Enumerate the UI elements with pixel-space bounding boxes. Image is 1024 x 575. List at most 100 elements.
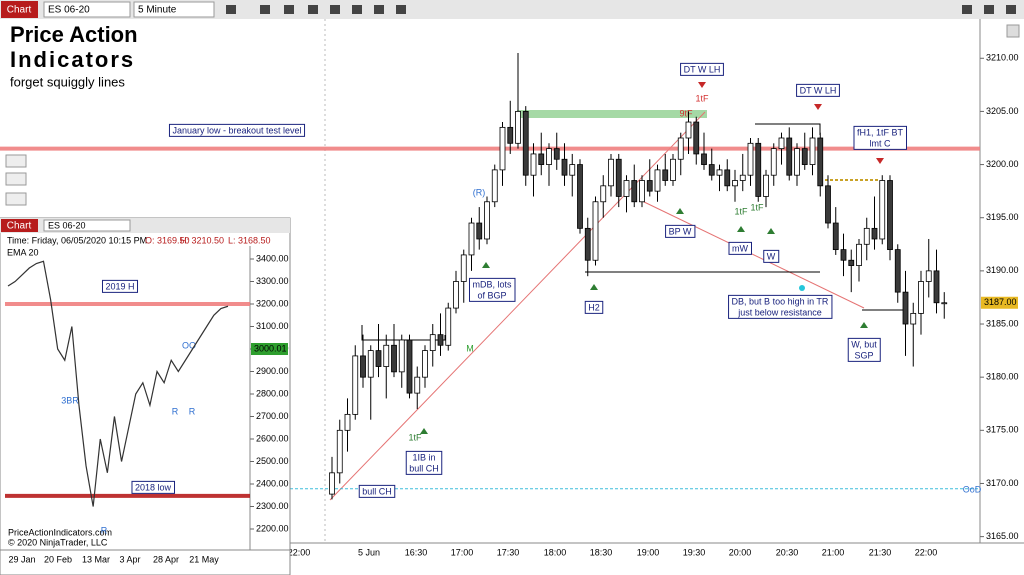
f-button[interactable]: [1006, 24, 1020, 38]
x-tick-label: 20 Feb: [44, 554, 72, 564]
tool-button[interactable]: [5, 192, 27, 206]
icon[interactable]: [352, 5, 362, 14]
last-price-label: 3000.01: [254, 343, 287, 353]
x-tick-label: 22:00: [288, 547, 311, 557]
y-tick-label: 3195.00: [986, 212, 1019, 222]
icon[interactable]: [284, 5, 294, 14]
inset-info-low: L: 3168.50: [228, 235, 271, 245]
icon[interactable]: [308, 5, 318, 14]
icon[interactable]: [984, 5, 994, 14]
annotation-text: mW: [732, 243, 748, 253]
candle-body: [825, 185, 831, 224]
icon[interactable]: [260, 5, 270, 14]
candle-body: [654, 169, 661, 192]
annotation-box: [131, 480, 176, 494]
candle-body: [577, 164, 583, 229]
down-arrow: [698, 82, 706, 88]
chart-button-label[interactable]: Chart: [7, 5, 32, 16]
inset-instrument-label[interactable]: ES 06-20: [48, 220, 86, 230]
tool-button[interactable]: [5, 154, 27, 168]
x-tick-label: 22:00: [915, 547, 938, 557]
candle-body: [336, 429, 343, 474]
annotation-text: W, but: [851, 339, 877, 349]
candle-body: [747, 142, 754, 176]
y-tick-label: 2200.00: [256, 523, 289, 533]
annotation-text: OoD: [963, 484, 982, 494]
candle-body: [507, 126, 514, 144]
candle-body: [398, 339, 405, 373]
icon[interactable]: [396, 5, 406, 14]
candle-body: [646, 180, 653, 192]
annotation-text: lmt C: [870, 138, 891, 148]
x-tick-label: 3 Apr: [119, 554, 140, 564]
inset-chart-button-label[interactable]: Chart: [7, 221, 32, 232]
price-line: [7, 260, 229, 507]
icon[interactable]: [1006, 5, 1016, 14]
up-arrow: [590, 284, 598, 290]
x-tick-label: 17:00: [451, 547, 474, 557]
annotation-text: 2019 H: [105, 281, 134, 291]
annotation: 1tF: [408, 432, 422, 442]
icon[interactable]: [374, 5, 384, 14]
annotation-box: [358, 484, 396, 498]
candle-body: [383, 344, 390, 367]
toolbar-icons[interactable]: [226, 5, 1016, 14]
candle-body: [639, 180, 645, 203]
annotation-text: 9tF: [679, 108, 693, 118]
instrument-select[interactable]: [43, 1, 131, 18]
annotation: 1tF: [695, 93, 709, 103]
candle-body: [437, 334, 444, 346]
marker-dot: [799, 285, 805, 291]
candle-body: [770, 148, 777, 176]
annotation: 9tF: [679, 108, 693, 118]
y-tick-label: 3210.00: [986, 53, 1019, 63]
candle-body: [925, 270, 932, 282]
candle-body: [693, 121, 700, 155]
annotation-text: M: [466, 343, 474, 353]
candle-body: [561, 158, 568, 176]
inset-instrument-select[interactable]: [43, 219, 131, 232]
annotation-text: DT W LH: [684, 64, 721, 74]
candle-body: [887, 180, 893, 251]
icon[interactable]: [962, 5, 972, 14]
annotation-box: [680, 62, 724, 76]
brand-title: Indicators: [10, 47, 135, 72]
annotation-text: fH1, 1tF BT: [857, 127, 904, 137]
y-tick-label: 3200.00: [986, 159, 1019, 169]
annotation-text: of BGP: [477, 290, 506, 300]
inset-chart-button[interactable]: [1, 219, 38, 232]
annotation: bull CH: [358, 484, 396, 498]
candle-body: [429, 334, 436, 351]
annotation-box: [584, 300, 604, 314]
y-tick-label: 2700.00: [256, 411, 289, 421]
candle-body: [422, 350, 428, 378]
annotation: 1tF: [750, 202, 764, 212]
candle-body: [391, 344, 397, 373]
candle-body: [344, 413, 351, 431]
candle-body: [553, 148, 560, 160]
chart-button[interactable]: [1, 1, 38, 18]
y-tick-label: 3200.00: [256, 298, 289, 308]
instrument-label[interactable]: ES 06-20: [48, 5, 90, 16]
x-tick-label: 19:00: [637, 547, 660, 557]
candle-body: [817, 137, 824, 187]
annotation: OoD: [963, 484, 982, 494]
x-tick-label: 21 May: [189, 554, 219, 564]
tool-button[interactable]: [5, 172, 27, 186]
icon[interactable]: [330, 5, 340, 14]
candle-body: [468, 222, 475, 256]
interval-select[interactable]: [133, 1, 215, 18]
candle-body: [352, 355, 359, 415]
candle-body: [329, 472, 335, 495]
annotation: January low - breakout test level: [168, 123, 306, 137]
candle-body: [662, 169, 669, 181]
side-tools[interactable]: [5, 154, 27, 206]
icon[interactable]: [226, 5, 236, 14]
candle-body: [569, 164, 576, 176]
interval-label[interactable]: 5 Minute: [138, 5, 177, 16]
candle-body: [708, 164, 715, 176]
candle-body: [360, 355, 366, 378]
